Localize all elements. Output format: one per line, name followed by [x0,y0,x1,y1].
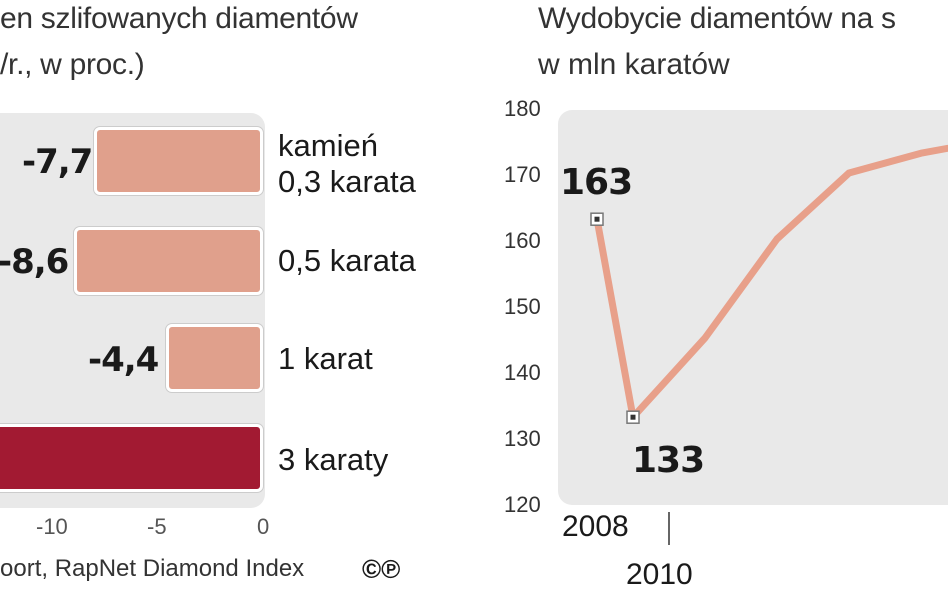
category-label-1-karat: 1 karat [278,341,373,376]
value-label-0-3-karata: -7,7 [22,142,93,182]
x-tick-minus10: -10 [36,514,68,539]
year-label-2008: 2008 [562,510,629,543]
y-tick-170: 170 [504,162,541,187]
right-chart-title-line1: Wydobycie diamentów na s [538,2,896,35]
year-label-2010: 2010 [626,558,693,591]
right-chart-panel [558,110,948,505]
y-tick-140: 140 [504,360,541,385]
category-label-0-3-karata-line2: 0,3 karata [278,164,416,199]
category-label-0-3-karata-line1: kamień [278,128,378,163]
y-tick-150: 150 [504,294,541,319]
category-label-0-5-karata: 0,5 karata [278,243,416,278]
source-note: oort, RapNet Diamond Index [0,555,305,582]
value-label-1-karat: -4,4 [88,340,159,380]
x-tick-minus5: -5 [147,514,167,539]
y-tick-180: 180 [504,96,541,121]
data-point-marker-dot [630,414,636,420]
point-label-163: 163 [560,162,633,203]
y-tick-120: 120 [504,492,541,517]
copyright-mark-icon: ©℗ [362,554,401,584]
bar-0-5-karata [73,227,263,295]
point-label-133: 133 [632,440,705,481]
data-point-marker-dot [594,216,600,222]
right-chart-title-line2: w mln karatów [538,48,730,81]
production-series-line [593,144,948,421]
bar-0-3-karata [93,127,263,195]
left-chart-title-line2: /r., w proc.) [0,48,145,81]
x-tick-0: 0 [257,514,270,539]
value-label-0-5-karata: -8,6 [0,242,69,282]
bar-1-karat [166,324,263,392]
y-tick-160: 160 [504,228,541,253]
category-label-3-karaty: 3 karaty [278,442,389,477]
y-tick-130: 130 [504,426,541,451]
bar-3-karaty [0,424,263,492]
left-chart-title-line1: en szlifowanych diamentów [0,2,358,35]
